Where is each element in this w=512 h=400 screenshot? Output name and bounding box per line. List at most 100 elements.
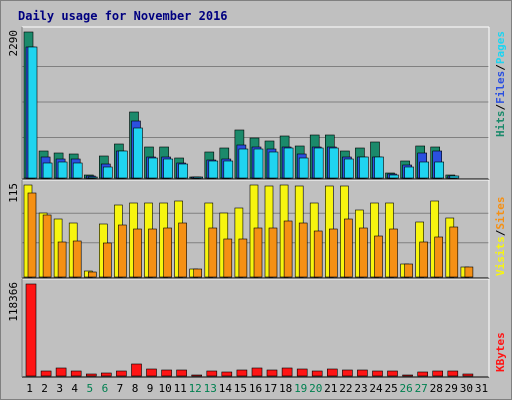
bar-sites-day-6 (103, 242, 112, 278)
bar-pages-day-18 (283, 147, 294, 179)
day-label-21: 21 (324, 382, 337, 395)
day-label-18: 18 (279, 382, 292, 395)
legend-hits-files-pages: Hits/Files/Pages (494, 31, 507, 137)
bar-kbytes-day-24 (372, 370, 383, 377)
legend-visits-sites: Visits/Sites (494, 197, 507, 277)
bar-pages-day-11 (178, 163, 188, 179)
bar-sites-day-21 (328, 228, 338, 278)
bar-pages-day-4 (72, 162, 83, 179)
bar-pages-day-21 (328, 147, 339, 179)
bar-kbytes-day-1 (25, 283, 37, 377)
bar-pages-day-5 (88, 176, 98, 179)
day-labels: 1 2 3 4 5 6 7 8 9 10 11 12 13 14 15 16 17 18 19 20 21 22 23 24 2… (26, 382, 488, 395)
bar-sites-day-23 (359, 227, 368, 278)
bar-kbytes-day-27 (417, 371, 429, 377)
day-label-29: 29 (445, 382, 458, 395)
bar-kbytes-day-26 (402, 374, 413, 377)
bar-sites-day-8 (133, 228, 142, 278)
bar-sites-day-29 (449, 226, 459, 278)
bar-sites-day-16 (253, 227, 263, 278)
day-label-3: 3 (56, 382, 63, 395)
day-label-31: 31 (475, 382, 488, 395)
chart-panels: 2290 115 118366 (7, 26, 490, 378)
bar-kbytes-day-22 (342, 369, 353, 377)
bar-kbytes-day-13 (206, 370, 218, 377)
bar-sites-day-15 (238, 238, 248, 278)
bar-sites-day-18 (283, 220, 293, 278)
panel-2-max-label: 115 (7, 183, 20, 203)
bar-pages-day-8 (133, 127, 143, 179)
legend-hits-files-pages-part-3: / (494, 64, 507, 71)
bar-sites-day-30 (464, 266, 474, 278)
bar-sites-day-3 (57, 241, 67, 278)
legend-hits-files-pages-part-2: Files (494, 71, 507, 104)
bar-kbytes-day-12 (191, 374, 202, 377)
bar-sites-day-19 (298, 222, 308, 278)
bar-pages-day-27 (419, 161, 430, 179)
bar-kbytes-day-29 (447, 370, 459, 377)
bar-sites-day-28 (434, 236, 444, 278)
bar-pages-day-23 (359, 156, 369, 179)
day-label-22: 22 (339, 382, 352, 395)
bar-kbytes-day-21 (326, 368, 338, 377)
day-label-12: 12 (189, 382, 202, 395)
bar-kbytes-day-2 (40, 370, 52, 377)
bar-kbytes-day-6 (101, 372, 112, 377)
bar-kbytes-day-25 (387, 370, 398, 377)
bar-sites-day-12 (193, 268, 202, 278)
panel-1-max-label: 2290 (7, 30, 20, 57)
bar-kbytes-day-30 (462, 373, 474, 377)
day-label-13: 13 (204, 382, 217, 395)
bar-kbytes-day-9 (146, 368, 157, 377)
day-label-20: 20 (309, 382, 322, 395)
bar-kbytes-day-5 (86, 373, 97, 377)
day-label-16: 16 (249, 382, 262, 395)
bar-sites-day-17 (268, 227, 278, 278)
bar-sites-day-5 (88, 271, 97, 278)
day-label-19: 19 (294, 382, 307, 395)
bar-pages-day-13 (208, 160, 219, 179)
day-label-28: 28 (430, 382, 443, 395)
bar-sites-day-13 (208, 227, 218, 278)
bar-kbytes-day-19 (296, 368, 308, 377)
bar-sites-day-24 (374, 235, 383, 278)
bar-pages-day-10 (163, 158, 173, 179)
bar-kbytes-day-10 (161, 369, 172, 377)
day-label-7: 7 (117, 382, 124, 395)
bar-sites-day-27 (419, 241, 429, 278)
bar-kbytes-day-7 (116, 370, 127, 377)
bar-kbytes-day-14 (221, 371, 233, 377)
legend-hits-files-pages-part-1: / (494, 104, 507, 111)
bar-pages-day-24 (374, 156, 384, 179)
bar-pages-day-26 (404, 166, 414, 179)
bar-sites-day-1 (27, 192, 37, 278)
day-label-23: 23 (354, 382, 367, 395)
bar-sites-day-7 (118, 224, 127, 278)
day-label-25: 25 (384, 382, 397, 395)
panel-3-max-label: 118366 (7, 282, 20, 322)
bar-pages-day-6 (103, 166, 113, 179)
bar-pages-day-12 (193, 176, 203, 179)
bar-pages-day-29 (449, 175, 460, 179)
day-label-1: 1 (26, 382, 33, 395)
bar-pages-day-2 (42, 162, 53, 179)
bar-sites-day-2 (42, 214, 52, 278)
day-label-6: 6 (102, 382, 109, 395)
day-label-30: 30 (460, 382, 473, 395)
legend-visits-sites-part-2: Sites (494, 197, 507, 230)
day-label-9: 9 (147, 382, 154, 395)
bar-sites-day-9 (148, 228, 157, 278)
bar-pages-day-20 (313, 147, 324, 179)
bar-pages-day-22 (344, 158, 354, 179)
bar-sites-day-25 (389, 228, 398, 278)
bar-kbytes-day-23 (357, 369, 368, 377)
bar-pages-day-19 (298, 157, 309, 179)
bar-sites-day-14 (223, 238, 233, 278)
bar-kbytes-day-28 (432, 370, 444, 377)
day-label-15: 15 (234, 382, 247, 395)
day-label-4: 4 (71, 382, 78, 395)
bar-pages-day-7 (118, 150, 128, 179)
bar-pages-day-1 (27, 46, 38, 179)
day-label-27: 27 (415, 382, 428, 395)
